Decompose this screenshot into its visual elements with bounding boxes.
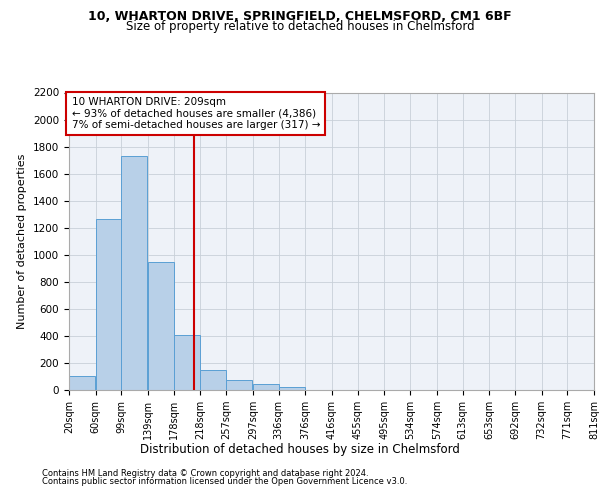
Text: 10 WHARTON DRIVE: 209sqm
← 93% of detached houses are smaller (4,386)
7% of semi: 10 WHARTON DRIVE: 209sqm ← 93% of detach… <box>71 97 320 130</box>
Text: Size of property relative to detached houses in Chelmsford: Size of property relative to detached ho… <box>125 20 475 33</box>
Bar <box>226 380 252 390</box>
Text: Contains HM Land Registry data © Crown copyright and database right 2024.: Contains HM Land Registry data © Crown c… <box>42 468 368 477</box>
Bar <box>200 370 226 390</box>
Text: 10, WHARTON DRIVE, SPRINGFIELD, CHELMSFORD, CM1 6BF: 10, WHARTON DRIVE, SPRINGFIELD, CHELMSFO… <box>88 10 512 23</box>
Y-axis label: Number of detached properties: Number of detached properties <box>17 154 28 329</box>
Text: Distribution of detached houses by size in Chelmsford: Distribution of detached houses by size … <box>140 442 460 456</box>
Bar <box>174 334 200 390</box>
Bar <box>253 384 279 390</box>
Bar <box>279 386 305 390</box>
Bar <box>121 156 148 390</box>
Text: Contains public sector information licensed under the Open Government Licence v3: Contains public sector information licen… <box>42 477 407 486</box>
Bar <box>69 376 95 390</box>
Bar <box>95 219 121 390</box>
Bar <box>148 262 174 390</box>
